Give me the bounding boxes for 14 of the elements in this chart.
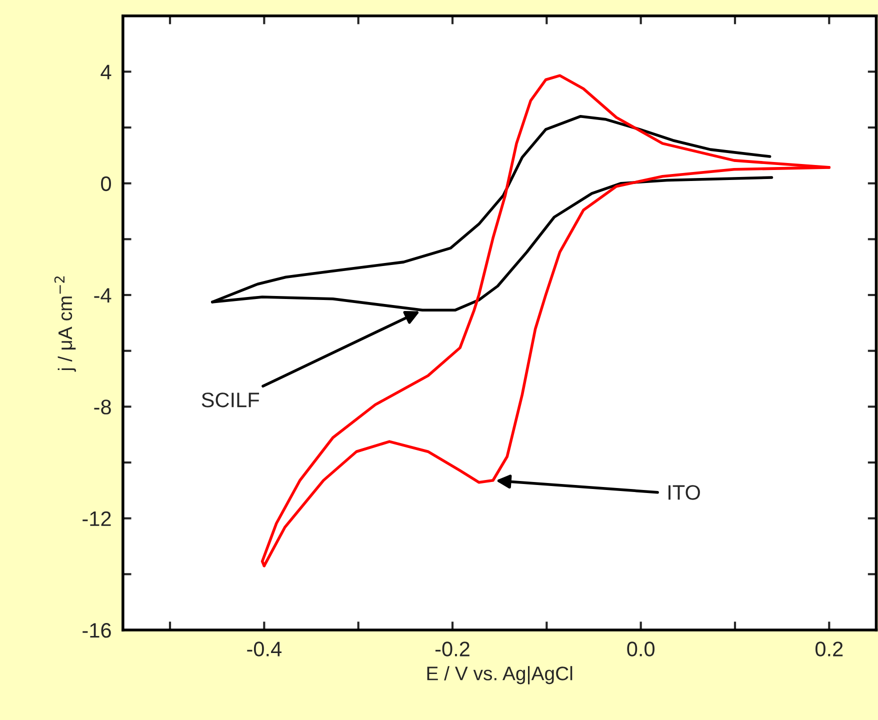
y-tick-label: -16 bbox=[82, 623, 111, 638]
annotation: ITO bbox=[668, 485, 700, 500]
annotation: SCILF bbox=[202, 392, 260, 408]
y-axis-title: j / μA cm$^{−2}$ bbox=[54, 276, 76, 372]
x-tick-label: -0.4 bbox=[247, 642, 282, 656]
y-tick-label: -4 bbox=[94, 288, 112, 303]
x-tick-label: 0.0 bbox=[627, 642, 654, 656]
x-tick-label: -0.2 bbox=[435, 642, 470, 656]
x-tick-label: 0.2 bbox=[815, 642, 843, 656]
y-tick-label: -8 bbox=[94, 400, 111, 414]
y-tick-label: -12 bbox=[82, 511, 111, 526]
x-axis-title: E / V vs. Ag|AgCl bbox=[427, 666, 572, 684]
y-tick-label: 0 bbox=[101, 176, 111, 192]
y-tick-label: 4 bbox=[100, 64, 112, 80]
